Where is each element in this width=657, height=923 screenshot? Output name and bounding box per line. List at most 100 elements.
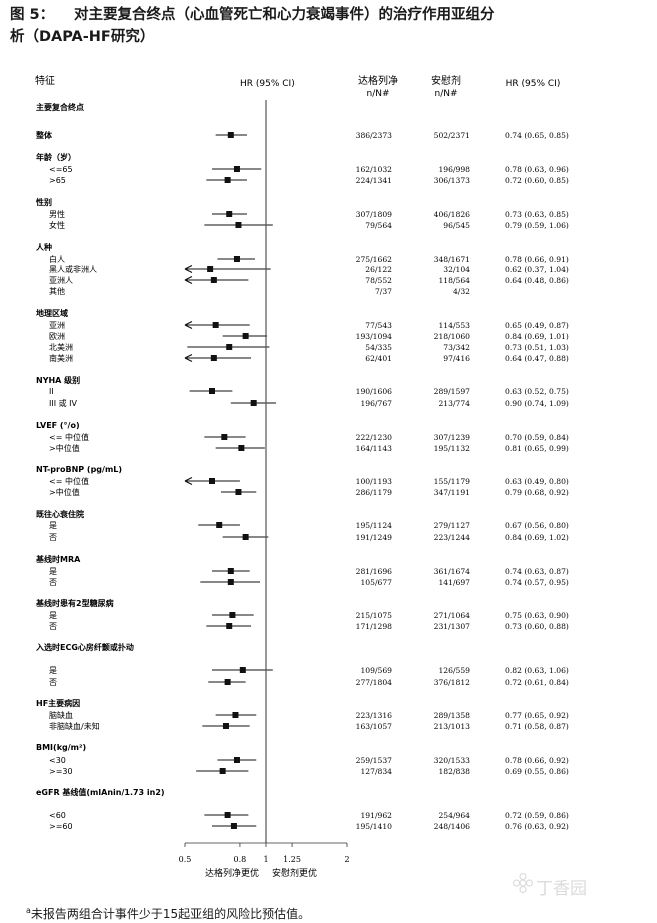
forest-row: <60 191/962 254/964 0.72 (0.59, 0.86)	[49, 811, 569, 820]
forest-row: 其他 7/37 4/32	[49, 286, 470, 296]
point-estimate	[230, 823, 237, 829]
placebo-count: 347/1191	[434, 488, 470, 497]
row-label: 人种	[36, 242, 52, 252]
forest-row: 地理区域	[36, 308, 68, 318]
hr-ci-text: 0.78 (0.63, 0.96)	[505, 165, 569, 174]
row-label: 整体	[35, 130, 53, 140]
point-estimate	[238, 445, 245, 451]
placebo-count: 279/1127	[434, 521, 471, 530]
hr-ci-text: 0.64 (0.48, 0.86)	[505, 276, 569, 285]
dapa-count: 224/1341	[356, 176, 392, 185]
hr-ci-text: 0.74 (0.63, 0.87)	[505, 567, 569, 576]
placebo-count: 320/1533	[434, 756, 471, 765]
point-estimate	[226, 623, 233, 629]
figure-title-line1: 对主要复合终点（心血管死亡和心力衰竭事件）的治疗作用亚组分	[74, 7, 495, 23]
placebo-count: 361/1674	[434, 567, 471, 576]
footnote: a未报告两组合计事件少于15起亚组的风险比预估值。	[26, 905, 310, 922]
row-label: >中位值	[49, 487, 80, 497]
row-label: 男性	[49, 209, 65, 219]
placebo-count: 114/553	[438, 321, 470, 330]
placebo-count: 406/1826	[434, 210, 471, 219]
point-estimate	[209, 388, 216, 394]
placebo-count: 195/1132	[434, 444, 471, 453]
dapa-count: 307/1809	[356, 210, 393, 219]
point-estimate	[209, 478, 216, 484]
hr-ci-text: 0.75 (0.63, 0.90)	[505, 611, 569, 620]
header-placebo-n: n/N#	[434, 89, 457, 99]
placebo-count: 182/838	[438, 767, 470, 776]
forest-row: 是 281/1696 361/1674 0.74 (0.63, 0.87)	[49, 567, 569, 576]
row-label: 基线时MRA	[35, 554, 81, 564]
dapa-count: 100/1193	[356, 477, 393, 486]
hr-ci-text: 0.72 (0.60, 0.85)	[505, 176, 569, 185]
placebo-count: 231/1307	[434, 622, 471, 631]
row-label: >=60	[49, 822, 73, 831]
placebo-count: 306/1373	[434, 176, 471, 185]
dapa-count: 215/1075	[356, 611, 393, 620]
x-tick-label: 0.5	[179, 855, 192, 864]
hr-ci-text: 0.70 (0.59, 0.84)	[505, 433, 569, 442]
row-label: 入选时ECG心房纤颤或扑动	[35, 642, 134, 652]
dapa-count: 275/1662	[356, 255, 393, 264]
point-estimate	[212, 322, 219, 328]
placebo-count: 96/545	[443, 221, 470, 230]
placebo-count: 307/1239	[434, 433, 471, 442]
row-label: NYHA 级别	[36, 375, 80, 385]
hr-ci-text: 0.84 (0.69, 1.02)	[505, 533, 569, 542]
favors-left-label: 达格列净更优	[205, 867, 259, 879]
forest-row: NT-proBNP (pg/mL)	[36, 465, 122, 474]
forest-row: 南美洲 62/401 97/416 0.64 (0.47, 0.88)	[49, 353, 569, 363]
forest-row: 白人 275/1662 348/1671 0.78 (0.66, 0.91)	[49, 254, 569, 264]
point-estimate	[235, 489, 242, 495]
x-axis-ticks: 0.5 0.8 1 1.25 2	[179, 843, 350, 864]
dapa-count: 191/1249	[356, 533, 393, 542]
ci-arrow-left-icon	[184, 476, 193, 486]
row-label: 基线时患有2型糖尿病	[35, 598, 114, 608]
placebo-count: 32/104	[443, 265, 470, 274]
hr-ci-text: 0.84 (0.69, 1.01)	[505, 332, 569, 341]
x-tick-label: 1	[263, 855, 268, 864]
dapa-count: 105/677	[360, 578, 392, 587]
row-label: 是	[49, 611, 57, 620]
hr-ci-text: 0.76 (0.63, 0.92)	[505, 822, 569, 831]
point-estimate	[242, 333, 249, 339]
forest-row: LVEF (°/o)	[36, 421, 80, 430]
ci-arrow-left-icon	[184, 275, 193, 285]
row-label: 其他	[49, 286, 65, 296]
forest-row: 否 105/677 141/697 0.74 (0.57, 0.95)	[49, 578, 569, 587]
point-estimate	[233, 757, 240, 763]
row-label: 地理区域	[36, 308, 68, 318]
x-tick-label: 1.25	[283, 855, 301, 864]
forest-row: 否 171/1298 231/1307 0.73 (0.60, 0.88)	[49, 622, 569, 631]
hr-ci-text: 0.78 (0.66, 0.91)	[505, 255, 569, 264]
dapa-count: 26/122	[365, 265, 392, 274]
point-estimate	[233, 256, 240, 262]
row-label: 性别	[36, 197, 52, 207]
footnote-text: 未报告两组合计事件少于15起亚组的风险比预估值。	[30, 907, 311, 921]
dapa-count: 277/1804	[356, 678, 393, 687]
placebo-count: 155/1179	[434, 477, 471, 486]
row-label: 亚洲人	[49, 276, 73, 285]
placebo-count: 289/1358	[434, 711, 471, 720]
row-label: BMI(kg/m²)	[36, 743, 86, 752]
placebo-count: 223/1244	[434, 533, 471, 542]
forest-row: BMI(kg/m²)	[36, 743, 86, 752]
forest-row: 入选时ECG心房纤颤或扑动	[35, 642, 134, 652]
header-hr-ci-right: HR (95% CI)	[506, 79, 561, 89]
forest-row: >65 224/1341 306/1373 0.72 (0.60, 0.85)	[49, 176, 569, 185]
point-estimate	[224, 177, 231, 183]
forest-row: 男性 307/1809 406/1826 0.73 (0.63, 0.85)	[49, 209, 569, 219]
forest-row: 亚洲人 78/552 118/564 0.64 (0.48, 0.86)	[49, 275, 569, 285]
forest-plot: 特征 HR (95% CI) 达格列净 n/N# 安慰剂 n/N# HR (95…	[35, 74, 569, 879]
hr-ci-text: 0.77 (0.65, 0.92)	[505, 711, 569, 720]
placebo-count: 348/1671	[434, 255, 470, 264]
forest-row: >=60 195/1410 248/1406 0.76 (0.63, 0.92)	[49, 822, 569, 831]
row-label: LVEF (°/o)	[36, 421, 80, 430]
placebo-count: 196/998	[438, 165, 470, 174]
forest-row: 是 109/569 126/559 0.82 (0.63, 1.06)	[49, 666, 569, 675]
row-label: <60	[49, 811, 66, 820]
placebo-count: 271/1064	[434, 611, 471, 620]
hr-ci-text: 0.65 (0.49, 0.87)	[505, 321, 569, 330]
forest-row: 否 191/1249 223/1244 0.84 (0.69, 1.02)	[49, 533, 569, 542]
dapa-count: 223/1316	[356, 711, 393, 720]
